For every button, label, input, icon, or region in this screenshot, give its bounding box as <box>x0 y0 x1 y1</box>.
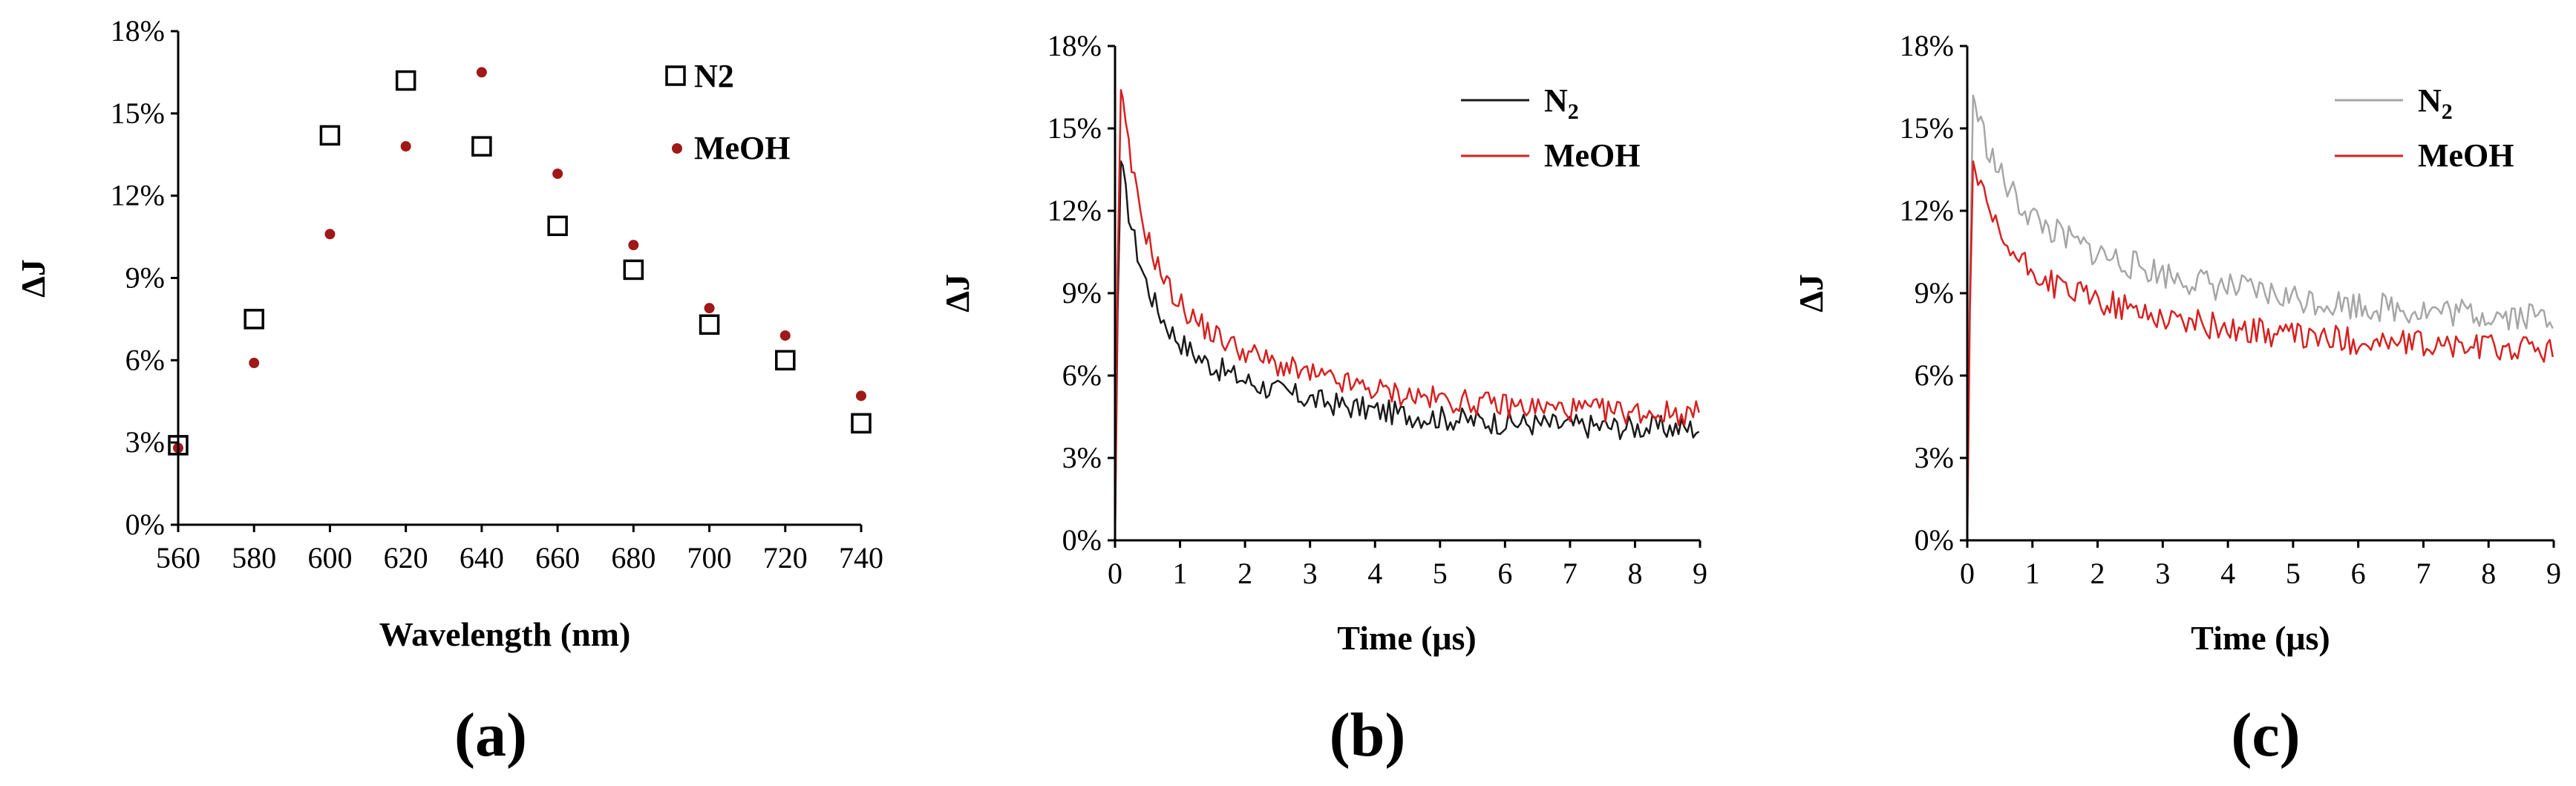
x-tick-label: 1 <box>2025 557 2040 590</box>
legend-n2-marker <box>665 65 686 86</box>
y-tick-label: 6% <box>1062 358 1102 392</box>
chart-b-axes <box>1114 46 1700 542</box>
x-tick-label: 680 <box>611 541 656 574</box>
n2-point <box>775 350 796 371</box>
x-tick-label: 7 <box>1563 557 1578 590</box>
panel-b-label: (b) <box>1330 701 1406 770</box>
meoh-trace <box>1966 160 2554 541</box>
legend-meoh-label: MeOH <box>694 130 791 166</box>
x-tick-label: 6 <box>1497 557 1512 590</box>
y-tick-label: 18% <box>111 14 165 48</box>
y-tick-label: 18% <box>1900 29 1954 62</box>
x-tick-label: 600 <box>307 541 352 574</box>
panel-c-label: (c) <box>2231 701 2300 770</box>
meoh-trace <box>1114 88 1700 541</box>
panel-a-label: (a) <box>454 701 527 770</box>
chart-b-ylabel: ΔJ <box>938 274 976 312</box>
x-tick-label: 660 <box>535 541 580 574</box>
meoh-point <box>324 229 336 240</box>
x-tick-label: 4 <box>1367 557 1382 590</box>
y-tick-label: 6% <box>1915 358 1954 392</box>
y-tick-label: 0% <box>1062 523 1102 557</box>
x-tick-label: 9 <box>1693 557 1707 590</box>
legend-n2-label: N2 <box>2418 82 2453 124</box>
x-tick-label: 8 <box>2481 557 2496 590</box>
y-tick-label: 0% <box>1915 523 1954 557</box>
legend-meoh-marker <box>672 143 682 154</box>
chart-a-legend: N2 MeOH <box>665 58 791 166</box>
meoh-point <box>552 168 563 180</box>
meoh-point <box>249 358 260 369</box>
y-tick-label: 15% <box>111 96 165 130</box>
y-tick-label: 12% <box>111 179 165 212</box>
chart-panel-a: 0% 3% 6% 9% 12% 15% 18% 560 580 600 620 640 660 680 7… <box>14 14 883 770</box>
legend-meoh-label: MeOH <box>2418 137 2514 174</box>
n2-point <box>851 413 872 434</box>
y-tick-label: 3% <box>1062 441 1102 474</box>
chart-panel-c: 0% 3% 6% 9% 12% 15% 18% 0 1 2 3 4 5 6 7 8 9 ΔJ Time (μs… <box>1792 29 2561 770</box>
n2-point <box>243 309 264 330</box>
n2-point <box>699 314 720 335</box>
meoh-point <box>779 330 791 341</box>
n2-trace <box>1966 94 2554 541</box>
legend-meoh-label: MeOH <box>1544 137 1641 174</box>
x-tick-label: 3 <box>2155 557 2170 590</box>
y-tick-label: 18% <box>1047 29 1102 62</box>
n2-point <box>319 125 341 146</box>
y-tick-label: 3% <box>125 425 165 459</box>
x-tick-label: 8 <box>1627 557 1642 590</box>
x-tick-label: 4 <box>2220 557 2235 590</box>
chart-a-axes <box>177 31 861 526</box>
x-tick-label: 3 <box>1303 557 1318 590</box>
y-tick-label: 12% <box>1047 194 1102 227</box>
legend-n2-label: N2 <box>694 58 734 94</box>
y-tick-label: 0% <box>125 508 165 541</box>
y-tick-label: 9% <box>1915 276 1954 310</box>
x-tick-label: 580 <box>232 541 276 574</box>
chart-panel-b: 0% 3% 6% 9% 12% 15% 18% 0 1 2 3 4 5 6 7 8 9 ΔJ Time (μs… <box>938 29 1707 770</box>
chart-c-xlabel: Time (μs) <box>2191 619 2330 657</box>
x-tick-label: 720 <box>763 541 808 574</box>
meoh-point <box>704 303 715 314</box>
y-tick-label: 6% <box>125 343 165 376</box>
meoh-point <box>856 390 866 402</box>
chart-b-legend: N2 MeOH <box>1461 82 1641 174</box>
meoh-point <box>476 67 487 78</box>
x-tick-label: 700 <box>687 541 732 574</box>
x-tick-label: 6 <box>2351 557 2366 590</box>
x-tick-label: 0 <box>1108 557 1122 590</box>
y-tick-label: 12% <box>1900 194 1954 227</box>
chart-b-xlabel: Time (μs) <box>1337 619 1476 657</box>
x-tick-label: 560 <box>156 541 200 574</box>
n2-trace <box>1114 160 1700 541</box>
x-tick-label: 1 <box>1173 557 1188 590</box>
n2-point <box>547 215 568 237</box>
n2-point <box>471 136 492 157</box>
y-tick-label: 9% <box>1062 276 1102 310</box>
y-tick-label: 15% <box>1047 111 1102 145</box>
meoh-point <box>628 240 639 251</box>
n2-point <box>623 259 644 281</box>
x-tick-label: 740 <box>839 541 883 574</box>
y-tick-label: 15% <box>1900 111 1954 145</box>
x-tick-label: 2 <box>1238 557 1252 590</box>
x-tick-label: 9 <box>2546 557 2561 590</box>
x-tick-label: 620 <box>384 541 428 574</box>
x-tick-label: 2 <box>2090 557 2105 590</box>
chart-a-xlabel: Wavelength (nm) <box>379 615 631 653</box>
chart-c-ylabel: ΔJ <box>1792 274 1830 312</box>
y-tick-label: 9% <box>125 261 165 295</box>
x-tick-label: 0 <box>1960 557 1975 590</box>
x-tick-label: 7 <box>2416 557 2430 590</box>
x-tick-label: 5 <box>2286 557 2301 590</box>
n2-point <box>395 70 416 91</box>
x-tick-label: 5 <box>1433 557 1448 590</box>
legend-n2-label: N2 <box>1544 82 1579 124</box>
y-tick-label: 3% <box>1915 441 1954 474</box>
meoh-point <box>400 141 411 152</box>
x-tick-label: 640 <box>460 541 504 574</box>
chart-a-ylabel: ΔJ <box>14 259 52 298</box>
chart-c-legend: N2 MeOH <box>2335 82 2514 174</box>
